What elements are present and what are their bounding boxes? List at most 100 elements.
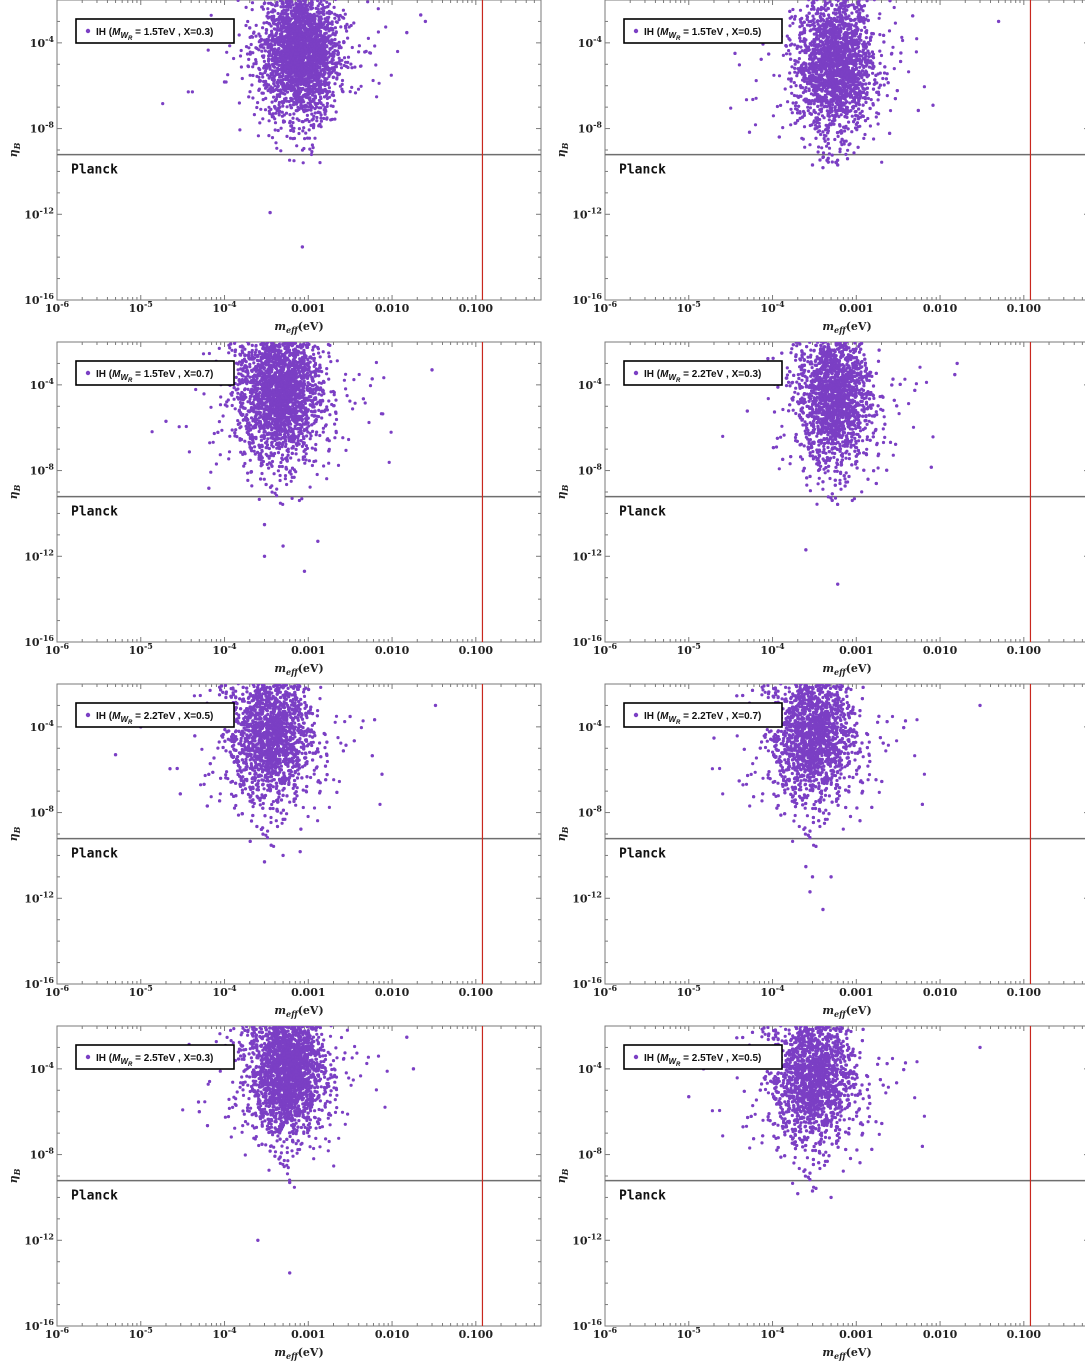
data-point [793,71,796,74]
x-tick-label: 0.010 [923,302,958,315]
data-point [322,13,325,16]
data-point [315,7,318,10]
data-point [881,77,884,80]
data-point [790,15,793,18]
data-point [285,9,288,12]
data-point [349,63,352,66]
outlier-point [419,13,422,16]
data-point [784,87,787,90]
y-axis-label: ηB [7,142,22,157]
data-point [384,25,387,28]
data-point [299,56,302,59]
data-point [305,67,308,70]
data-point [249,74,252,77]
data-point [339,85,342,88]
data-point [287,73,290,76]
data-point [330,27,333,30]
data-point [846,76,849,79]
data-point [298,34,301,37]
data-point [778,74,781,77]
data-point [273,43,276,46]
data-point [360,85,363,88]
data-point [290,106,293,109]
data-point [276,53,279,56]
data-point [343,41,346,44]
data-point [290,13,293,16]
data-point [250,43,253,46]
data-point [844,153,847,156]
data-point [795,74,798,77]
data-point [322,89,325,92]
data-point [791,8,794,11]
data-point [280,67,283,70]
data-point [354,91,357,94]
tick-exponent: -12 [40,205,54,215]
data-point [280,83,283,86]
data-point [850,12,853,15]
data-point [341,90,344,93]
data-point [879,62,882,65]
data-point [273,47,276,50]
data-point [270,44,273,47]
data-point [789,108,792,111]
data-point [287,55,290,58]
data-point [267,16,270,19]
data-point [263,60,266,63]
data-point [865,36,868,39]
data-point [313,17,316,20]
data-point [271,101,274,104]
data-point [327,56,330,59]
data-point [284,12,287,15]
data-point [270,24,273,27]
data-point [276,1,279,4]
data-point [293,72,296,75]
outlier-point [248,26,251,29]
tick-base: 10 [677,302,693,315]
data-point [292,159,295,162]
data-point [807,109,810,112]
data-point [863,26,866,29]
data-point [328,2,331,5]
data-point [318,20,321,23]
data-point [285,34,288,37]
data-point [289,64,292,67]
data-point [274,121,277,124]
data-point [312,76,315,79]
data-point [867,97,870,100]
data-point [794,63,797,66]
data-point [275,31,278,34]
data-point [779,104,782,107]
data-point [260,43,263,46]
data-point [296,106,299,109]
data-point [790,65,793,68]
data-point [868,66,871,69]
data-point [872,137,875,140]
y-label-sub: B [12,142,22,150]
data-point [257,32,260,35]
data-point [289,25,292,28]
data-point [318,12,321,15]
data-point [278,16,281,19]
data-point [820,110,823,113]
data-point [324,38,327,41]
x-label-unit: (eV) [298,320,324,333]
data-point [863,133,866,136]
data-point [277,129,280,132]
data-point [303,72,306,75]
data-point [785,52,788,55]
data-point [883,83,886,86]
data-point [357,88,360,91]
data-point [283,113,286,116]
data-point [277,21,280,24]
data-point [295,92,298,95]
data-point [326,11,329,14]
y-label-eta: η [7,149,20,157]
data-point [317,38,320,41]
data-point [827,138,830,141]
data-point [365,50,368,53]
data-point [377,7,380,10]
data-point [287,79,290,82]
data-point [302,19,305,22]
x-tick-label: 0.001 [291,302,325,315]
